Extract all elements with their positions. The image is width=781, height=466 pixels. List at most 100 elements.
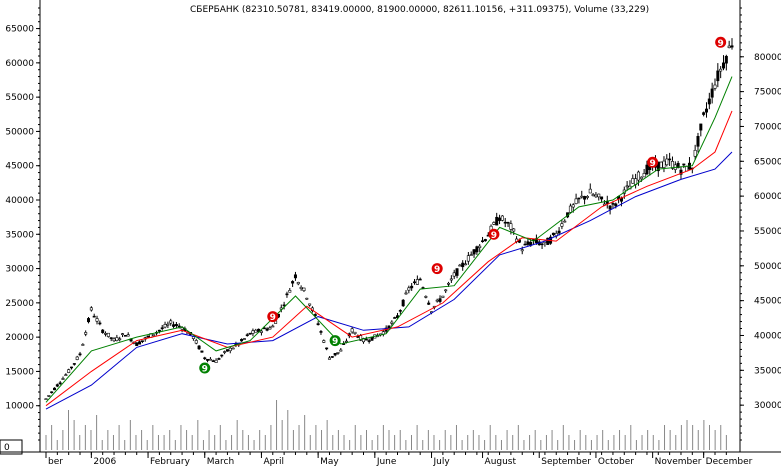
candle-body [520, 249, 524, 252]
x-tick-label: March [207, 457, 234, 466]
candle-body [506, 221, 510, 224]
moving-averages [45, 76, 733, 410]
candle-body [231, 347, 235, 350]
candle-body [665, 158, 669, 166]
candle-body [364, 338, 368, 341]
candle-body [398, 310, 402, 312]
volume-bars [45, 400, 727, 450]
signal-label: 9 [649, 159, 655, 169]
left-tick-label: 60000 [5, 59, 34, 69]
candle-body [367, 340, 371, 342]
candle-body [327, 357, 331, 360]
candle-body [557, 230, 561, 234]
candle-body [308, 303, 312, 306]
candle-body [293, 274, 297, 279]
x-tick-label: 2006 [93, 457, 116, 466]
candle-body [713, 84, 717, 89]
candle-body [81, 344, 85, 346]
candle-body [574, 198, 578, 204]
x-tick-label: August [485, 457, 517, 466]
candle-body [523, 243, 527, 246]
candle-body [157, 329, 161, 332]
ma-fast-line [45, 76, 733, 403]
candle-body [104, 333, 108, 335]
ma-slow-line [45, 151, 733, 410]
candle-body [438, 298, 442, 302]
left-tick-label: 50000 [5, 127, 34, 137]
volume-axis-box [0, 439, 23, 455]
candle-body [206, 358, 210, 361]
candle-body [560, 223, 564, 227]
candle-body [75, 356, 79, 360]
signal-label: 9 [270, 313, 276, 323]
candle-body [197, 345, 201, 350]
candle-body [481, 240, 485, 243]
candle-body [614, 203, 618, 207]
candle-body [407, 287, 411, 291]
candle-body [724, 55, 728, 64]
x-tick-label: October [598, 457, 634, 466]
candle-body [299, 287, 303, 289]
volume-tick-label: 0 [4, 443, 10, 453]
candle-body [163, 324, 167, 328]
candle-body [55, 384, 59, 387]
right-tick-label: 50000 [754, 262, 781, 272]
candle-body [668, 158, 672, 161]
candle-body [721, 62, 725, 69]
candle-body [449, 278, 453, 281]
candle-body [611, 203, 615, 205]
right-tick-label: 70000 [754, 122, 781, 132]
candle-body [404, 292, 408, 295]
candle-body [265, 328, 269, 331]
candle-body [719, 68, 723, 72]
candle-body [47, 395, 51, 397]
candle-body [455, 268, 459, 276]
left-tick-label: 65000 [5, 25, 34, 35]
x-tick-label: December [706, 457, 753, 466]
signal-marker [199, 362, 211, 374]
candle-body [583, 196, 587, 200]
chart-title: СБЕРБАНК (82310.50781, 83419.00000, 8190… [190, 5, 649, 15]
candle-body [464, 263, 468, 266]
candle-body [214, 359, 218, 363]
candle-body [109, 337, 113, 339]
candle-body [194, 340, 198, 344]
candle-body [390, 321, 394, 324]
candle-body [305, 297, 309, 300]
signal-markers: 9 9 9 9 9 9 9 [199, 36, 727, 375]
candle-body [696, 136, 700, 147]
candle-body [152, 334, 156, 336]
candle-body [339, 349, 343, 352]
signal-marker [267, 311, 279, 323]
right-tick-label: 65000 [754, 157, 781, 167]
signal-marker [647, 156, 659, 168]
candle-body [546, 237, 550, 245]
candle-body [50, 391, 54, 394]
candle-body [662, 160, 666, 168]
candle-body [410, 285, 414, 289]
left-tick-label: 10000 [5, 402, 34, 412]
candle-body [322, 340, 326, 343]
candle-body [353, 331, 357, 334]
candle-body [452, 272, 456, 277]
candle-body [702, 112, 706, 115]
candle-body [242, 338, 246, 340]
candle-body [245, 334, 249, 337]
left-tick-label: 40000 [5, 196, 34, 206]
candle-body [135, 342, 139, 346]
candle-body [228, 347, 232, 352]
candle-body [415, 279, 419, 285]
left-tick-label: 55000 [5, 93, 34, 103]
signal-marker [715, 36, 727, 48]
candle-body [254, 329, 258, 333]
signal-label: 9 [434, 265, 440, 275]
right-tick-label: 60000 [754, 192, 781, 202]
candle-body [401, 299, 405, 307]
candle-body [682, 163, 686, 166]
candle-body [656, 161, 660, 172]
candle-body [580, 195, 584, 198]
candle-body [563, 220, 567, 223]
candle-body [447, 282, 451, 285]
candle-body [177, 325, 181, 328]
